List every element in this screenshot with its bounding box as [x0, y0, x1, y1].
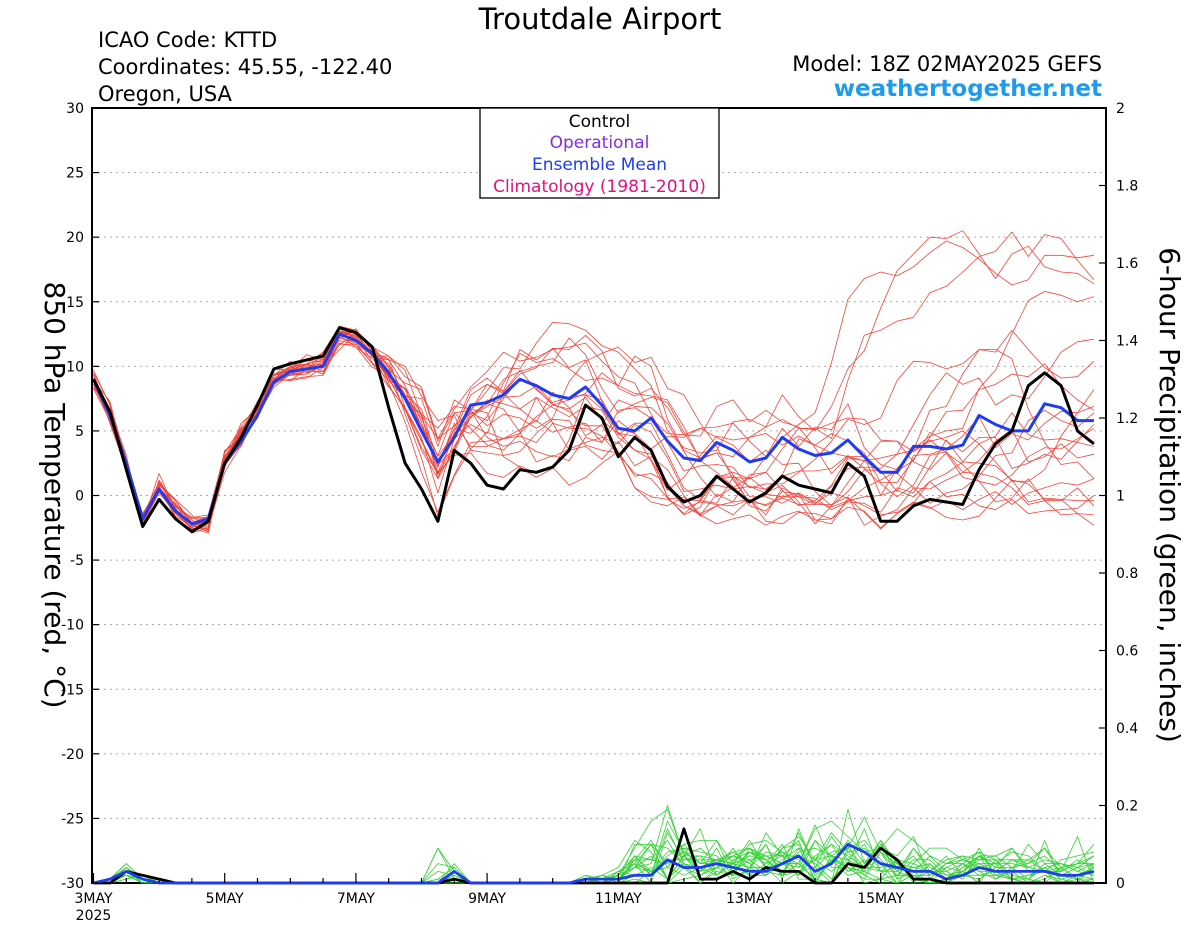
left-tick-label: -30: [61, 876, 84, 892]
x-tick-label: 5MAY: [206, 891, 244, 907]
left-tick-label: 10: [66, 359, 84, 375]
right-tick-label: 0.2: [1116, 799, 1138, 815]
axis-ticks: [92, 107, 1106, 884]
brand-link[interactable]: weathertogether.net: [833, 76, 1102, 102]
x-tick-label: 13MAY: [726, 891, 773, 907]
legend-entry-climatology: Climatology (1981-2010): [493, 177, 706, 197]
right-axis-tick-labels: 0 0.2 0.4 0.6 0.8 1 1.2 1.4 1.6 1.8 2: [1116, 101, 1138, 892]
left-axis-title: 850 hPa Temperature (red, °C): [38, 281, 71, 708]
left-tick-label: 5: [75, 424, 84, 440]
legend-entry-operational: Operational: [550, 133, 650, 153]
model-run-label: Model: 18Z 02MAY2025 GEFS: [792, 52, 1102, 76]
left-tick-label: -25: [61, 811, 84, 827]
left-tick-label: -10: [61, 618, 84, 634]
chart-title: Troutdale Airport: [478, 2, 722, 36]
highlight-series: [92, 326, 1095, 885]
icao-code-label: ICAO Code: KTTD: [98, 28, 278, 52]
x-tick-label: 17MAY: [988, 891, 1035, 907]
right-axis-title: 6-hour Precipitation (green, inches): [1153, 247, 1186, 743]
grid-lines: [92, 172, 1106, 819]
x-tick-label: 3MAY: [74, 891, 112, 907]
temperature-control-line: [92, 326, 1095, 534]
left-tick-label: -5: [70, 553, 84, 569]
right-tick-label: 1.8: [1116, 179, 1138, 195]
legend-entry-ensemble-mean: Ensemble Mean: [532, 155, 667, 175]
x-tick-year-label: 2025: [76, 908, 112, 924]
left-tick-label: -20: [61, 747, 84, 763]
x-tick-label: 9MAY: [468, 891, 506, 907]
right-tick-label: 1: [1116, 489, 1125, 505]
right-tick-label: 0: [1116, 876, 1125, 892]
right-tick-label: 0.6: [1116, 644, 1138, 660]
legend-box: [479, 107, 720, 199]
x-tick-label: 15MAY: [857, 891, 904, 907]
x-tick-label: 11MAY: [595, 891, 642, 907]
right-tick-label: 0.4: [1116, 721, 1138, 737]
left-tick-label: 25: [66, 166, 84, 182]
temperature-member-line-20: [93, 331, 1094, 534]
right-tick-label: 1.6: [1116, 256, 1138, 272]
temperature-ensemble-mean-line: [92, 332, 1094, 526]
x-tick-label: 7MAY: [337, 891, 375, 907]
coordinates-label: Coordinates: 45.55, -122.40: [98, 55, 393, 79]
right-tick-label: 1.2: [1116, 411, 1138, 427]
left-axis-tick-labels: -30 -25 -20 -15 -10 -5 0 5 10 15 20 25 30: [61, 101, 84, 892]
left-tick-label: 20: [66, 230, 84, 246]
precipitation-ensemble-mean-line: [93, 842, 1095, 885]
legend-entry-control: Control: [569, 112, 630, 132]
left-tick-label: -15: [61, 682, 84, 698]
right-tick-label: 1.4: [1116, 334, 1138, 350]
right-tick-label: 0.8: [1116, 566, 1138, 582]
left-tick-label: 0: [75, 489, 84, 505]
left-tick-label: 15: [66, 295, 84, 311]
right-tick-label: 2: [1116, 101, 1125, 117]
legend: Control Operational Ensemble Mean Climat…: [479, 107, 720, 199]
region-label: Oregon, USA: [98, 82, 232, 106]
left-tick-label: 30: [66, 101, 84, 117]
temperature-member-line-10: [93, 333, 1094, 523]
